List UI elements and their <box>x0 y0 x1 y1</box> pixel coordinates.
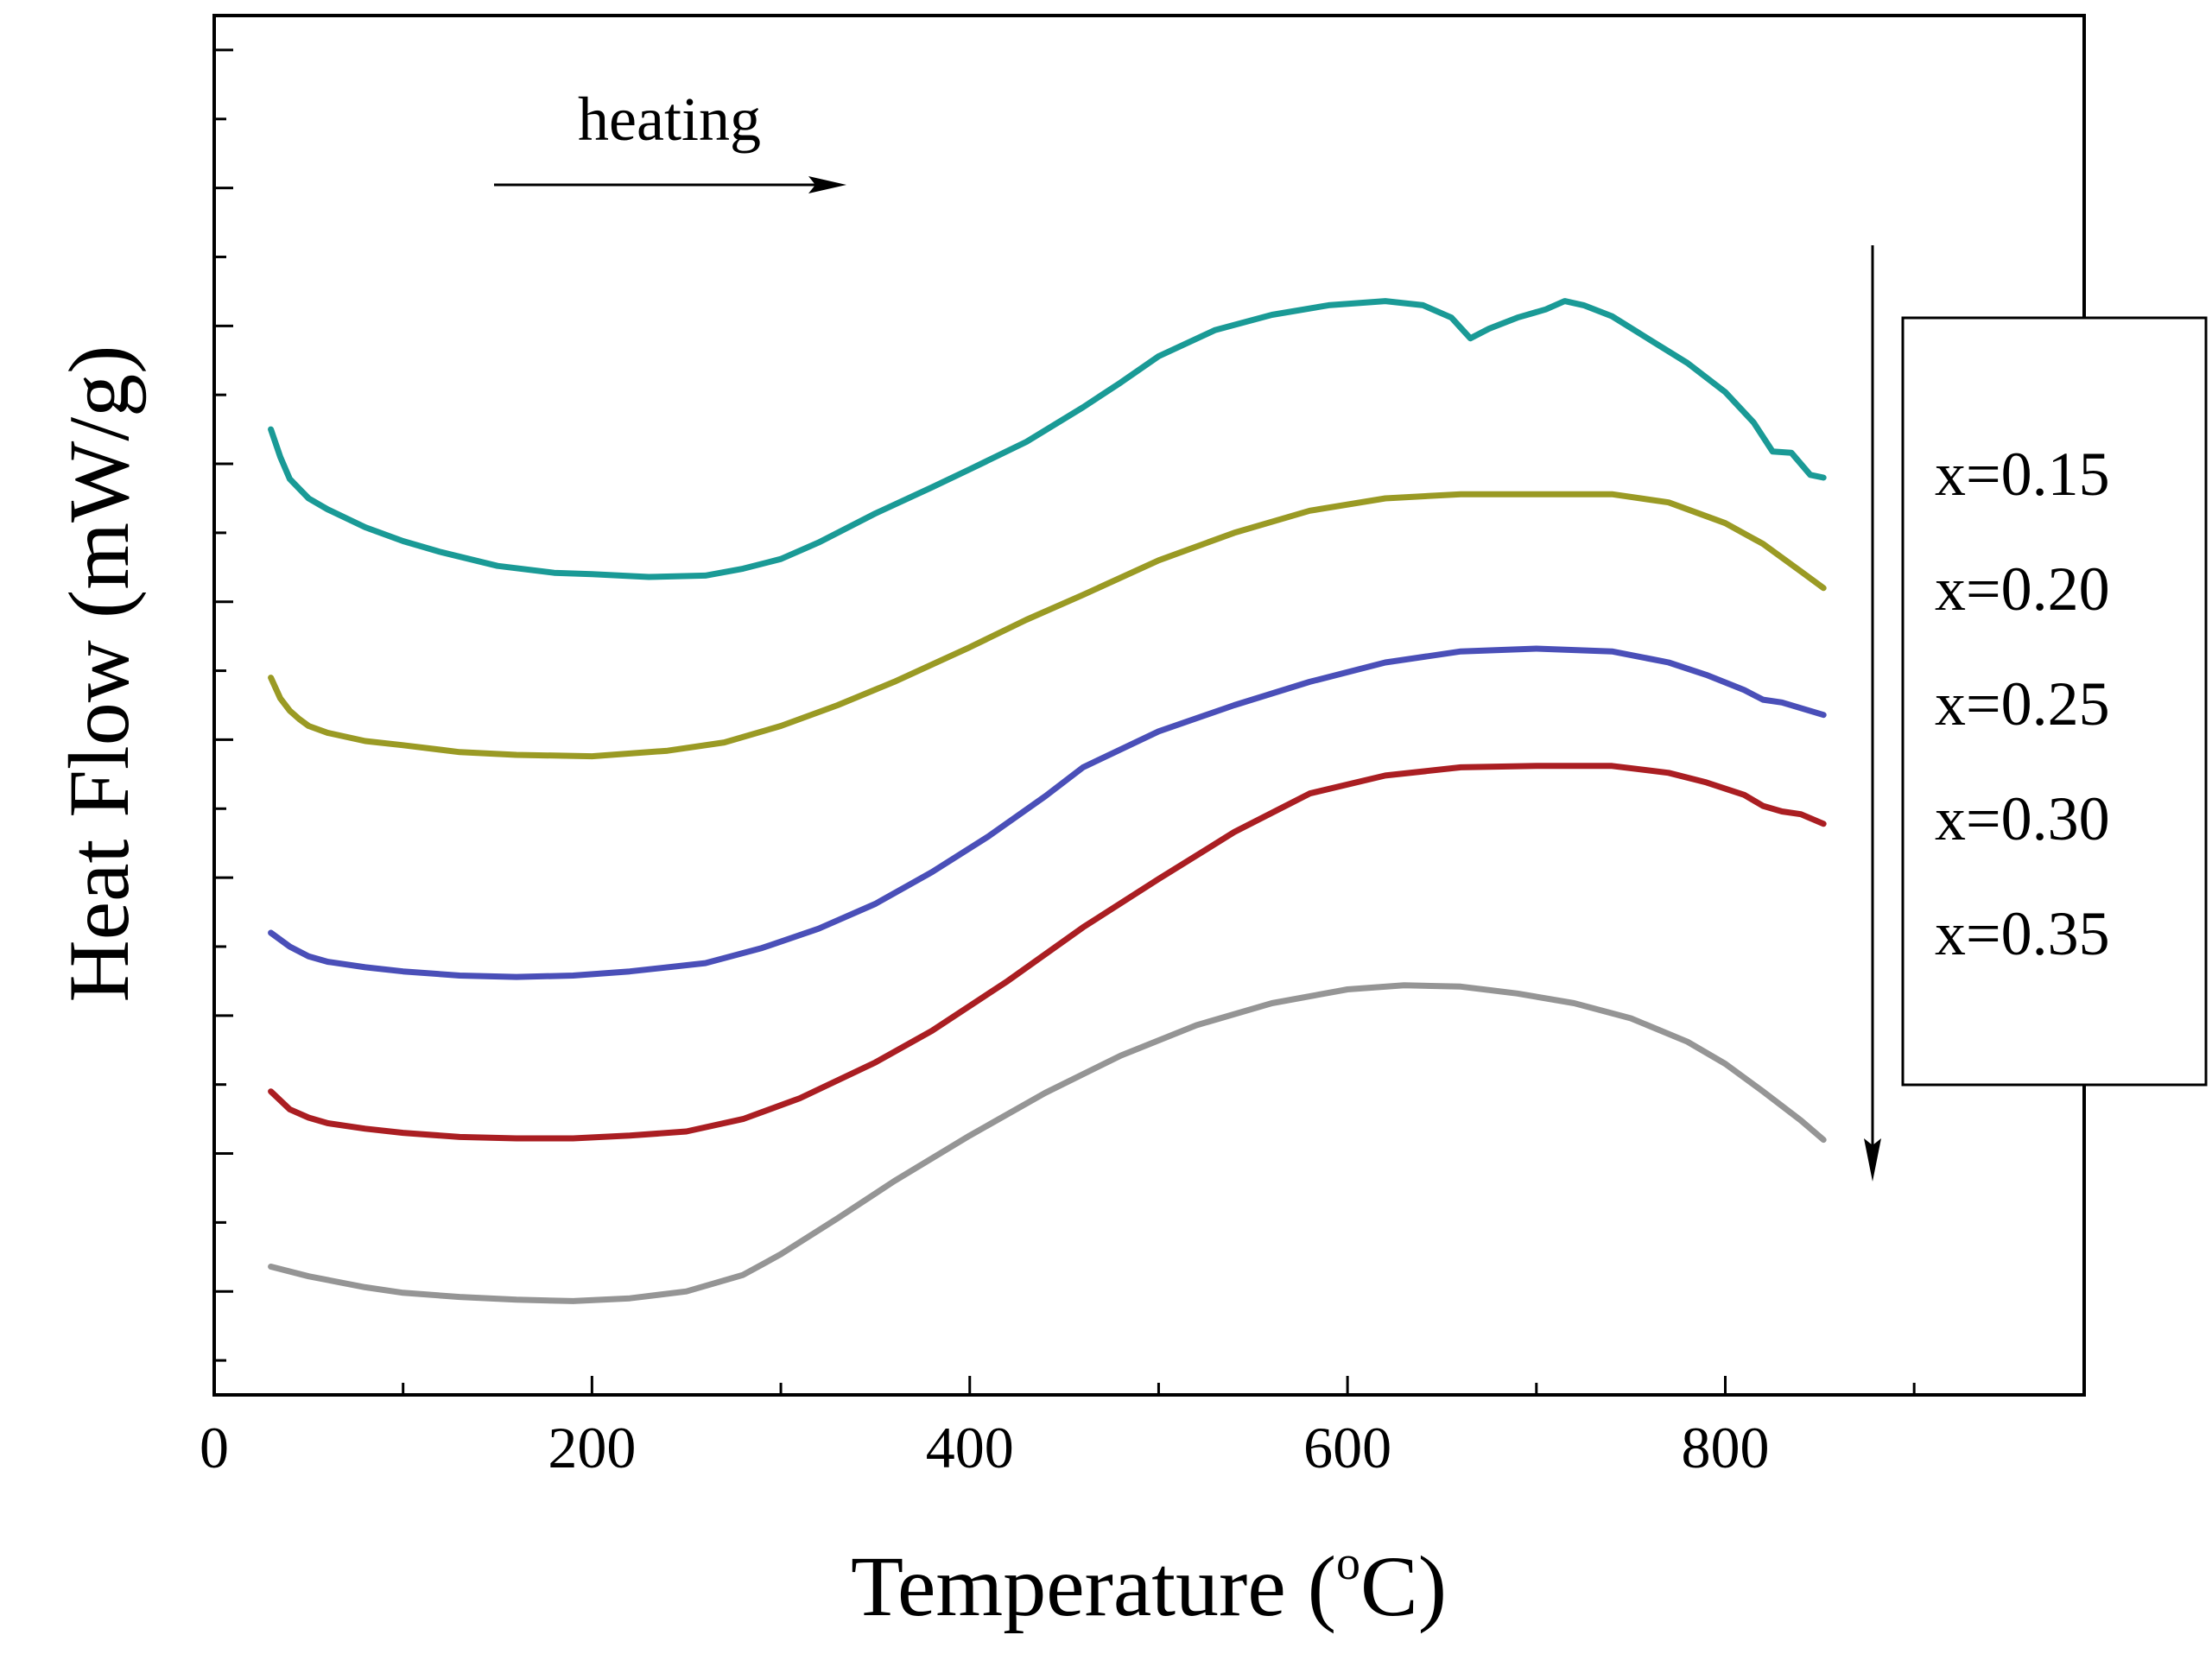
series-line-x-0-30 <box>268 763 1827 1142</box>
legend-box <box>1901 316 2208 1087</box>
series-lines <box>268 298 1827 1304</box>
x-axis-title-sup: o <box>1336 1537 1360 1590</box>
legend-entry: x=0.15 <box>1935 440 2110 509</box>
x-tick-label: 400 <box>926 1415 1014 1480</box>
legend-entry: x=0.20 <box>1935 555 2110 624</box>
x-axis-title-main: Temperature ( <box>851 1538 1336 1634</box>
x-tick-label: 600 <box>1303 1415 1391 1480</box>
heating-label: heating <box>578 85 761 154</box>
series-line-x-0-20 <box>268 491 1827 760</box>
x-axis-title: Temperature (oC) <box>851 1537 1447 1634</box>
order-arrow <box>1864 245 1881 1182</box>
legend: x=0.15 x=0.20 x=0.25 x=0.30 x=0.35 <box>1901 316 2208 1087</box>
x-axis-title-unit: C) <box>1360 1538 1447 1634</box>
plot-frame <box>212 14 2086 1397</box>
series-line-x-0-35 <box>268 982 1827 1304</box>
heating-annotation: heating <box>494 85 846 193</box>
x-tick-label: 0 <box>200 1415 229 1480</box>
series-line-x-0-25 <box>268 645 1827 980</box>
legend-entry: x=0.35 <box>1935 899 2110 968</box>
axis-ticks <box>212 48 1916 1395</box>
x-tick-label: 800 <box>1681 1415 1769 1480</box>
legend-entry: x=0.30 <box>1935 784 2110 853</box>
heating-arrow-head <box>808 176 846 193</box>
legend-entry: x=0.25 <box>1935 669 2110 738</box>
series-line-x-0-15 <box>268 298 1827 580</box>
x-tick-labels: 0 200 400 600 800 <box>200 1415 1769 1480</box>
y-axis-title: Heat Flow (mW/g) <box>51 345 147 1003</box>
x-tick-label: 200 <box>548 1415 636 1480</box>
order-arrow-head <box>1864 1138 1881 1182</box>
